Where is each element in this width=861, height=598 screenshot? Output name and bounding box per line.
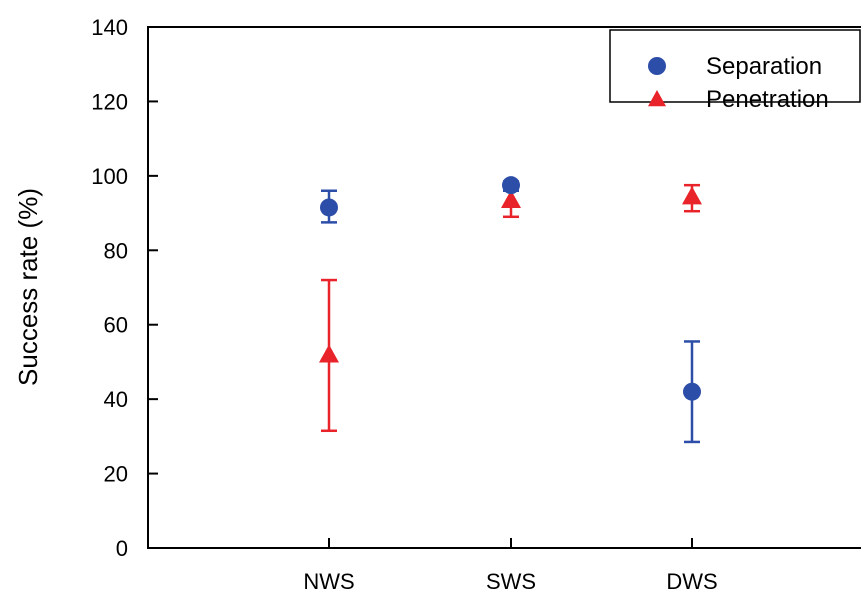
y-tick-label: 100 — [91, 164, 128, 189]
y-tick-label: 80 — [104, 238, 128, 263]
legend-label: Separation — [706, 53, 822, 80]
legend-marker-separation — [648, 57, 666, 75]
x-ticks: NWS SWS DWS — [303, 538, 718, 594]
data-point-penetration — [501, 190, 521, 209]
legend-label: Penetration — [706, 86, 829, 113]
y-tick-label: 140 — [91, 15, 128, 40]
data-point-penetration — [319, 344, 339, 363]
y-tick-label: 120 — [91, 89, 128, 114]
series-separation — [320, 176, 701, 444]
data-point-separation — [502, 176, 520, 195]
y-tick-label: 20 — [104, 462, 128, 487]
x-tick-label: DWS — [666, 569, 717, 594]
data-point-separation — [683, 382, 701, 401]
y-tick-label: 60 — [104, 313, 128, 338]
y-axis-title: Success rate (%) — [13, 188, 43, 386]
series-penetration — [319, 183, 702, 433]
y-tick-label: 0 — [116, 536, 128, 561]
y-tick-label: 40 — [104, 387, 128, 412]
series-layer — [319, 176, 702, 444]
data-point-penetration — [682, 186, 702, 205]
x-tick-label: NWS — [303, 569, 354, 594]
legend-marker-penetration — [648, 90, 666, 107]
x-tick-label: SWS — [486, 569, 536, 594]
data-point-separation — [320, 198, 338, 217]
y-ticks: 0 20 40 60 80 100 120 140 — [91, 15, 158, 561]
axes — [147, 26, 861, 549]
legend: Separation Penetration — [609, 29, 861, 113]
